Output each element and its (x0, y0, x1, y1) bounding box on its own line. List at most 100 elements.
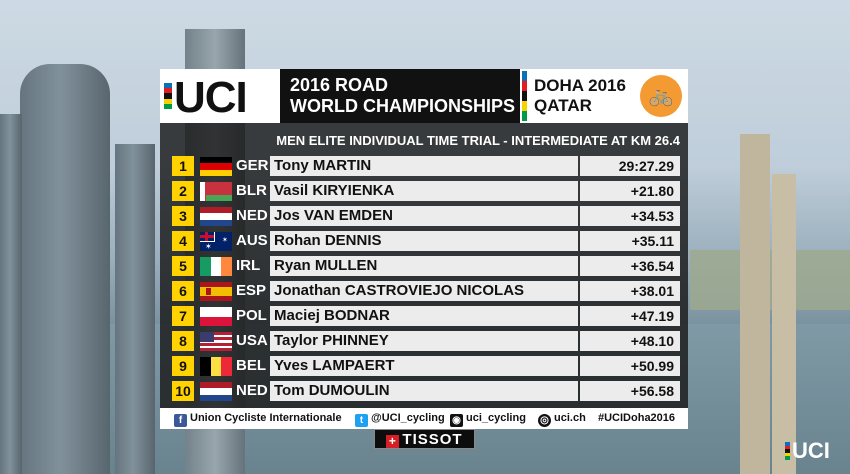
rider-name: Ryan MULLEN (270, 256, 578, 276)
nation-code: NED (236, 382, 268, 399)
rider-name: Vasil KIRYIENKA (270, 181, 578, 201)
rider-name: Maciej BODNAR (270, 306, 578, 326)
rank-badge: 3 (172, 206, 194, 226)
rider-time: +35.11 (580, 231, 680, 251)
hashtag: #UCIDoha2016 (598, 412, 676, 424)
instagram-label: uci_cycling (466, 412, 526, 424)
rider-name: Tony MARTIN (270, 156, 578, 176)
rider-time: +38.01 (580, 281, 680, 301)
result-row: 6 ESP Jonathan CASTROVIEJO NICOLAS +38.01 (160, 279, 688, 304)
facebook-link[interactable]: f Union Cycliste Internationale (174, 408, 342, 429)
rainbow-stripe (522, 81, 527, 91)
rank-badge: 4 (172, 231, 194, 251)
uci-logo: UCI (160, 69, 276, 123)
twitter-label: @UCI_cycling (371, 412, 445, 424)
result-row: 9 BEL Yves LAMPAERT +50.99 (160, 354, 688, 379)
race-subtitle: MEN ELITE INDIVIDUAL TIME TRIAL - INTERM… (276, 133, 680, 148)
doha-cycling-logo-icon: 🚲 (640, 75, 682, 117)
sponsor-name: TISSOT (402, 431, 463, 448)
rainbow-stripe (164, 98, 172, 104)
website-link[interactable]: ◎ uci.ch (538, 408, 586, 429)
rank-badge: 5 (172, 256, 194, 276)
venue-line2: QATAR (534, 96, 592, 115)
event-title-line1: 2016 ROAD (290, 75, 389, 95)
result-row: 3 NED Jos VAN EMDEN +34.53 (160, 204, 688, 229)
rider-time: 29:27.29 (580, 156, 680, 176)
rank-badge: 8 (172, 331, 194, 351)
rainbow-stripe (522, 71, 527, 81)
rank-badge: 9 (172, 356, 194, 376)
rank-badge: 7 (172, 306, 194, 326)
nation-code: BLR (236, 182, 267, 199)
rider-name: Jonathan CASTROVIEJO NICOLAS (270, 281, 578, 301)
flag-poland-icon (200, 307, 232, 326)
rainbow-stripe (785, 449, 790, 453)
rainbow-stripe (164, 88, 172, 94)
twitter-icon: t (355, 414, 368, 427)
rainbow-stripe (785, 442, 790, 446)
rider-time: +56.58 (580, 381, 680, 401)
result-row: 10 NED Tom DUMOULIN +56.58 (160, 379, 688, 404)
flag-netherlands-icon (200, 382, 232, 401)
facebook-label: Union Cycliste Internationale (190, 412, 342, 424)
twitter-link[interactable]: t @UCI_cycling (355, 408, 445, 429)
globe-icon: ◎ (538, 414, 551, 427)
rainbow-stripes (164, 83, 172, 109)
result-row: 8 USA Taylor PHINNEY +48.10 (160, 329, 688, 354)
result-row: 7 POL Maciej BODNAR +47.19 (160, 304, 688, 329)
result-row: 5 IRL Ryan MULLEN +36.54 (160, 254, 688, 279)
rainbow-stripe (785, 456, 790, 460)
result-row: 4 ✶ ✶ AUS Rohan DENNIS +35.11 (160, 229, 688, 254)
rainbow-stripe (785, 452, 790, 457)
rank-badge: 6 (172, 281, 194, 301)
rainbow-stripes (785, 442, 790, 460)
rainbow-stripe (164, 103, 172, 109)
event-title: 2016 ROAD WORLD CHAMPIONSHIPS (280, 69, 520, 123)
rank-badge: 10 (172, 381, 194, 401)
venue: DOHA 2016 QATAR (534, 69, 638, 123)
rider-time: +21.80 (580, 181, 680, 201)
board-header: UCI 2016 ROAD WORLD CHAMPIONSHIPS DOHA 2… (160, 69, 688, 123)
flag-belarus-icon (200, 182, 232, 201)
rider-time: +48.10 (580, 331, 680, 351)
tower-building (772, 174, 796, 474)
result-row: 1 GER Tony MARTIN 29:27.29 (160, 154, 688, 179)
rank-badge: 2 (172, 181, 194, 201)
rank-badge: 1 (172, 156, 194, 176)
flag-germany-icon (200, 157, 232, 176)
nation-code: AUS (236, 232, 268, 249)
event-title-line2: WORLD CHAMPIONSHIPS (290, 96, 515, 116)
tower-building (115, 144, 155, 474)
flag-netherlands-icon (200, 207, 232, 226)
rider-name: Jos VAN EMDEN (270, 206, 578, 226)
rider-name: Taylor PHINNEY (270, 331, 578, 351)
rainbow-stripe (164, 93, 172, 99)
website-label: uci.ch (554, 412, 586, 424)
results-list: 1 GER Tony MARTIN 29:27.29 2 BLR Vasil KIRYIEN… (160, 154, 688, 404)
flag-australia-icon: ✶ ✶ (200, 232, 232, 251)
social-footer: f Union Cycliste Internationale t @UCI_cyc… (160, 408, 688, 429)
instagram-link[interactable]: ◉ uci_cycling (450, 408, 526, 429)
facebook-icon: f (174, 414, 187, 427)
results-board: UCI 2016 ROAD WORLD CHAMPIONSHIPS DOHA 2… (160, 69, 688, 429)
nation-code: NED (236, 207, 268, 224)
uci-wordmark: UCI (174, 73, 248, 122)
rider-time: +50.99 (580, 356, 680, 376)
nation-code: ESP (236, 282, 267, 299)
rainbow-stripe (522, 91, 527, 101)
nation-code: GER (236, 157, 269, 174)
rainbow-stripe (785, 445, 790, 450)
instagram-icon: ◉ (450, 414, 463, 427)
nation-code: BEL (236, 357, 266, 374)
nation-code: POL (236, 307, 267, 324)
rider-name: Tom DUMOULIN (270, 381, 578, 401)
swiss-cross-icon: + (386, 435, 400, 448)
nation-code: USA (236, 332, 268, 349)
nation-code: IRL (236, 257, 261, 274)
tower-building (740, 134, 770, 474)
rider-time: +36.54 (580, 256, 680, 276)
venue-line1: DOHA 2016 (534, 76, 626, 95)
flag-ireland-icon (200, 257, 232, 276)
shoreline (690, 250, 850, 310)
tissot-sponsor-logo: + TISSOT (374, 429, 475, 449)
